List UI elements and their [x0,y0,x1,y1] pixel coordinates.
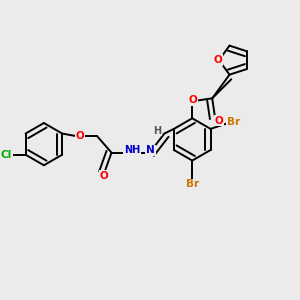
Text: Br: Br [186,179,199,189]
Text: N: N [146,145,155,155]
Text: NH: NH [124,145,140,155]
Text: O: O [100,171,109,181]
Text: O: O [189,95,197,105]
Text: H: H [153,126,161,136]
Text: Cl: Cl [1,150,12,160]
Text: O: O [76,131,85,142]
Text: O: O [213,55,222,65]
Text: O: O [214,116,223,126]
Text: Br: Br [227,117,240,127]
